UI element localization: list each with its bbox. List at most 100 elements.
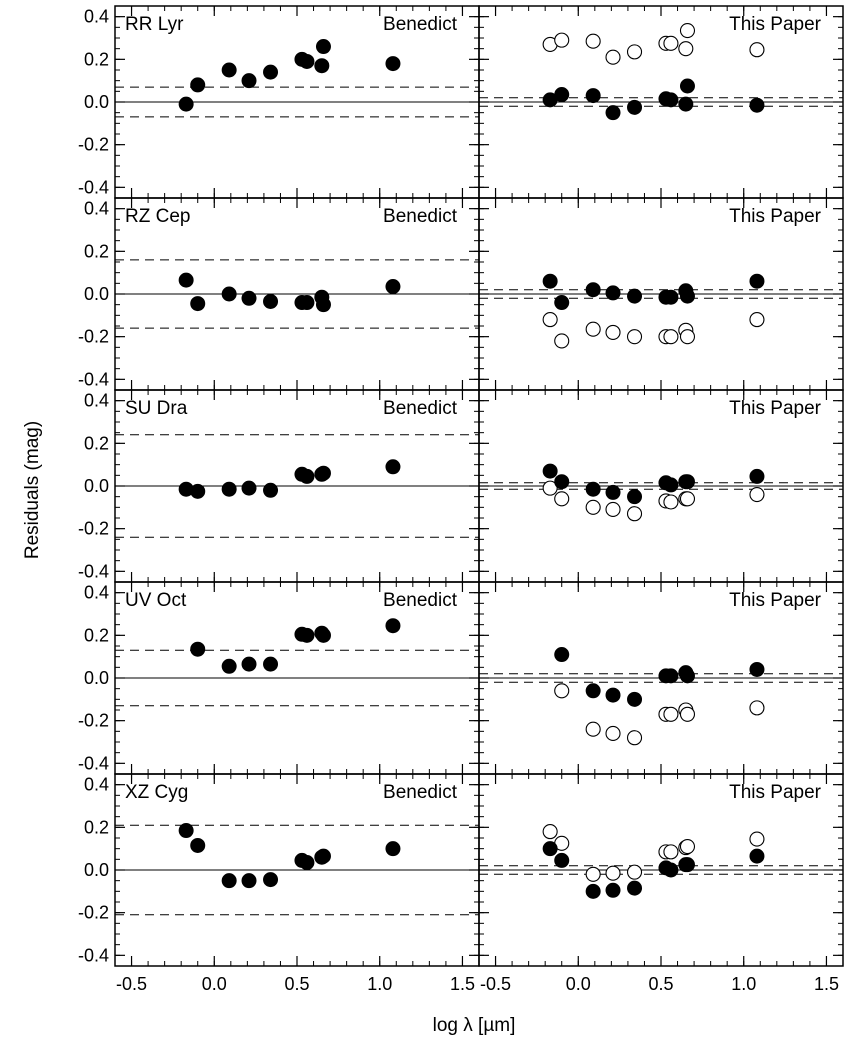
x-tick-label: 0.0 (566, 974, 591, 994)
open-point (586, 34, 600, 48)
open-point (664, 495, 678, 509)
panel-source-label: Benedict (383, 782, 458, 803)
x-tick-label: 0.0 (202, 974, 227, 994)
open-point (664, 36, 678, 50)
filled-point (222, 287, 236, 301)
filled-point (664, 290, 678, 304)
panel-source-label: This Paper (729, 206, 822, 227)
filled-point (300, 54, 314, 68)
panel-source-label: This Paper (729, 782, 822, 803)
filled-point (222, 659, 236, 673)
open-point (750, 701, 764, 715)
filled-point (606, 106, 620, 120)
filled-point (191, 642, 205, 656)
y-tick-label: -0.2 (78, 711, 109, 731)
open-point (606, 502, 620, 516)
panel-su-dra-benedict: -0.4 -0.2 0.0 0.2 0.4 SU Dra Benedict (78, 390, 479, 582)
panel-xz-cyg-this-paper: -0.5 0.0 0.5 1.0 1.5 This Paper (479, 774, 843, 994)
filled-point (300, 856, 314, 870)
y-tick-label: 0.2 (84, 241, 109, 261)
filled-point (750, 849, 764, 863)
filled-point (680, 858, 694, 872)
open-point (628, 731, 642, 745)
panel-source-label: This Paper (729, 14, 822, 35)
star-label: RR Lyr (125, 14, 184, 35)
filled-point (586, 684, 600, 698)
filled-point (300, 628, 314, 642)
panel-source-label: Benedict (383, 206, 458, 227)
x-tick-label: 1.0 (367, 974, 392, 994)
filled-point (242, 481, 256, 495)
y-tick-label: -0.4 (78, 753, 109, 773)
y-tick-label: -0.4 (78, 561, 109, 581)
filled-point (264, 873, 278, 887)
filled-point (586, 884, 600, 898)
filled-point (315, 59, 329, 73)
panel-rz-cep-benedict: -0.4 -0.2 0.0 0.2 0.4 RZ Cep Benedict (78, 198, 479, 390)
panel-rr-lyr-benedict: -0.4 -0.2 0.0 0.2 0.4 RR Lyr Benedict (78, 6, 479, 198)
open-point (555, 334, 569, 348)
panel-xz-cyg-benedict: -0.4-0.20.00.20.4-0.5 0.0 0.5 1.0 1.5XZ Cyg B… (78, 774, 479, 994)
filled-point (664, 478, 678, 492)
filled-point (179, 97, 193, 111)
y-tick-label: -0.4 (78, 369, 109, 389)
filled-point (628, 289, 642, 303)
filled-point (750, 98, 764, 112)
filled-point (316, 466, 330, 480)
filled-point (606, 883, 620, 897)
filled-point (386, 57, 400, 71)
filled-point (680, 669, 694, 683)
filled-point (555, 853, 569, 867)
x-tick-label: -0.5 (116, 974, 147, 994)
y-tick-label: 0.4 (84, 199, 109, 219)
filled-point (586, 89, 600, 103)
panel-uv-oct-this-paper: This Paper (479, 582, 843, 774)
filled-point (543, 274, 557, 288)
y-tick-label: -0.4 (78, 177, 109, 197)
filled-point (300, 469, 314, 483)
y-tick-label: 0.2 (84, 433, 109, 453)
filled-point (191, 484, 205, 498)
y-tick-label: 0.0 (84, 860, 109, 880)
y-tick-label: 0.0 (84, 476, 109, 496)
open-point (750, 313, 764, 327)
x-tick-label: 1.0 (731, 974, 756, 994)
filled-point (264, 65, 278, 79)
y-tick-label: 0.2 (84, 625, 109, 645)
open-point (606, 50, 620, 64)
filled-point (386, 619, 400, 633)
filled-point (750, 469, 764, 483)
y-tick-label: -0.2 (78, 327, 109, 347)
open-point (679, 42, 693, 56)
panel-rr-lyr-this-paper: This Paper (479, 6, 843, 198)
filled-point (222, 482, 236, 496)
open-point (680, 707, 694, 721)
open-point (606, 325, 620, 339)
filled-point (316, 628, 330, 642)
filled-point (680, 289, 694, 303)
open-point (680, 492, 694, 506)
filled-point (179, 273, 193, 287)
open-point (628, 330, 642, 344)
open-point (680, 24, 694, 38)
filled-point (555, 88, 569, 102)
panel-source-label: Benedict (383, 398, 458, 419)
y-tick-label: -0.4 (78, 945, 109, 965)
x-tick-label: 1.5 (450, 974, 475, 994)
open-point (750, 43, 764, 57)
filled-point (555, 296, 569, 310)
filled-point (679, 97, 693, 111)
panel-source-label: Benedict (383, 590, 458, 611)
filled-point (543, 464, 557, 478)
open-point (606, 726, 620, 740)
open-point (606, 866, 620, 880)
open-point (586, 322, 600, 336)
filled-point (386, 460, 400, 474)
x-tick-label: 0.5 (648, 974, 673, 994)
filled-point (386, 280, 400, 294)
y-axis-title: Residuals (mag) (22, 421, 43, 559)
open-point (555, 492, 569, 506)
filled-point (606, 688, 620, 702)
filled-point (242, 291, 256, 305)
y-tick-label: -0.2 (78, 135, 109, 155)
